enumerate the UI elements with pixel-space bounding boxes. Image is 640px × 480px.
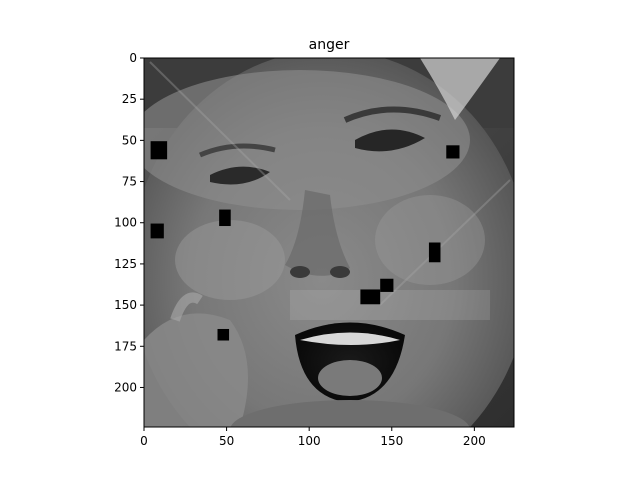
x-tick-label: 100 <box>298 434 321 448</box>
x-tick-label: 50 <box>219 434 234 448</box>
axes-frame <box>143 57 515 428</box>
y-tick-label: 75 <box>122 175 137 189</box>
y-tick-label: 25 <box>122 92 137 106</box>
x-tick-label: 0 <box>140 434 148 448</box>
chart-title: anger <box>309 37 350 53</box>
y-tick-label: 200 <box>114 380 137 394</box>
y-tick-label: 0 <box>129 51 137 65</box>
y-tick-label: 150 <box>114 298 137 312</box>
x-tick-label: 150 <box>380 434 403 448</box>
y-tick-label: 125 <box>114 257 137 271</box>
occlusion-patch <box>150 223 164 239</box>
y-tick-label: 50 <box>122 133 137 147</box>
x-tick-label: 200 <box>463 434 486 448</box>
face-image <box>144 58 514 427</box>
x-axis: 0 50 100 150 200 <box>140 427 486 448</box>
occlusion-patch <box>219 209 231 227</box>
occlusion-patch <box>380 278 394 292</box>
occlusion-patch <box>446 145 460 159</box>
y-axis: 0 25 50 75 100 125 150 175 200 <box>114 51 144 394</box>
occlusion-patch <box>428 242 441 263</box>
y-tick-label: 175 <box>114 339 137 353</box>
occlusion-patch <box>150 141 168 160</box>
occlusion-patch <box>217 328 230 341</box>
occlusion-patch <box>360 289 381 305</box>
y-tick-label: 100 <box>114 216 137 230</box>
